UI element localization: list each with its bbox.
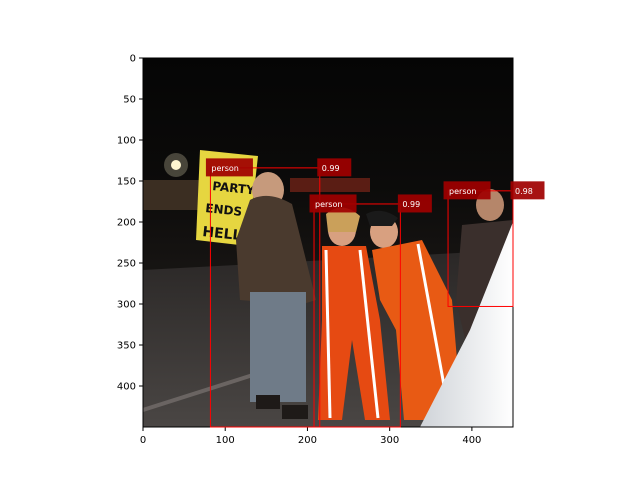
y-tick-label: 0: [130, 54, 136, 65]
score-label: 0.99: [402, 200, 420, 209]
x-tick-label: 300: [380, 435, 399, 446]
x-tick-label: 400: [462, 435, 481, 446]
score-tag: [397, 194, 432, 213]
bounding-box: [313, 203, 401, 428]
class-label: person: [211, 164, 238, 173]
x-tick-label: 100: [216, 435, 235, 446]
bounding-box: [209, 167, 321, 428]
y-tick-label: 400: [117, 382, 136, 393]
score-label: 0.99: [322, 164, 340, 173]
score-label: 0.98: [515, 187, 533, 196]
detection-1: person 0.99: [205, 158, 352, 428]
detection-3: person 0.98: [443, 181, 545, 307]
svg-text:HELL.: HELL.: [202, 224, 248, 245]
label-tag: [309, 194, 357, 213]
y-tick-label: 200: [117, 218, 136, 229]
y-tick-label: 350: [117, 341, 136, 352]
x-axis: 0 100 200 300 400: [140, 427, 481, 446]
x-tick-label: 0: [140, 435, 146, 446]
y-tick-label: 300: [117, 300, 136, 311]
detections-layer: person 0.99 person 0.99 person 0.98: [205, 158, 545, 428]
label-tag: [205, 158, 253, 177]
score-tag: [510, 181, 545, 200]
y-axis: 0 50 100 150 200 250 300 350 400: [117, 54, 143, 393]
score-tag: [317, 158, 352, 177]
class-label: person: [315, 200, 342, 209]
photo-image: PARTY ENDS IN HELL.: [143, 58, 513, 427]
y-tick-label: 50: [123, 95, 136, 106]
class-label: person: [449, 187, 476, 196]
svg-text:PARTY: PARTY: [212, 179, 256, 197]
detection-2: person 0.99: [309, 194, 432, 428]
label-tag: [443, 181, 491, 200]
x-tick-label: 200: [298, 435, 317, 446]
y-tick-label: 250: [117, 259, 136, 270]
y-tick-label: 100: [117, 136, 136, 147]
y-tick-label: 150: [117, 177, 136, 188]
